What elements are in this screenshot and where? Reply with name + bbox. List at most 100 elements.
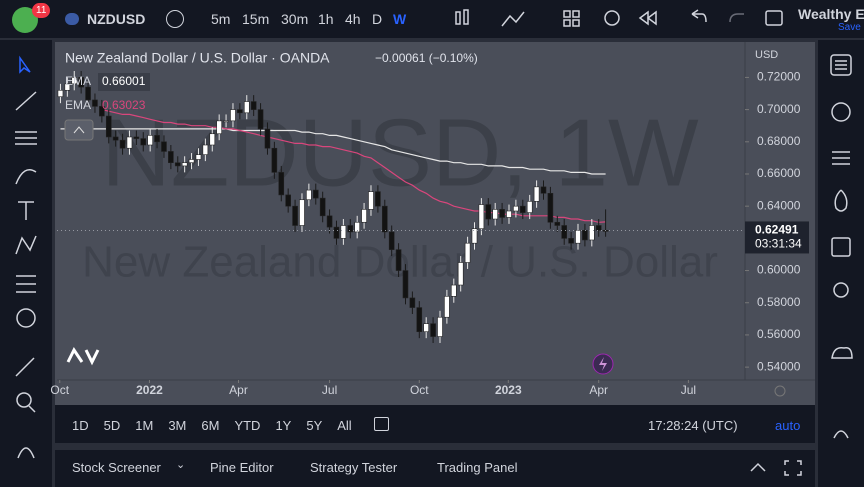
interval[interactable]: D (372, 11, 383, 27)
save[interactable]: Save (838, 22, 861, 33)
lightning-icon (599, 357, 607, 371)
flag (65, 13, 79, 25)
candle-body (589, 225, 595, 241)
candle-body (437, 316, 443, 337)
candle-body (264, 128, 271, 149)
candle-body (306, 189, 312, 201)
interval[interactable]: 4h (345, 11, 361, 27)
indicator-value: 0.63023 (102, 98, 146, 112)
candle-body (471, 228, 478, 244)
candle-body (216, 120, 222, 135)
candle-body (430, 323, 436, 337)
candle-body (140, 138, 147, 146)
candle-body (209, 133, 216, 146)
candle-body (568, 238, 574, 244)
candle-body (85, 86, 91, 101)
candle-body (195, 154, 202, 160)
candle-body (154, 135, 160, 143)
calendar[interactable] (374, 417, 389, 431)
chart-panel (55, 42, 815, 405)
interval[interactable]: 1h (318, 11, 334, 27)
candle-body (457, 262, 464, 286)
candle-body (188, 159, 195, 164)
candle-body (133, 136, 140, 139)
candle-body (595, 225, 602, 231)
candle-body (409, 297, 416, 308)
toolbar-icons (455, 9, 783, 27)
x-tick-label: Jul (322, 383, 337, 397)
range-button[interactable]: All (337, 418, 352, 433)
scale[interactable]: auto (775, 418, 801, 433)
left-toolbar (0, 40, 52, 487)
candle-body (402, 270, 409, 299)
candle-body (513, 205, 519, 212)
currency: USD (755, 49, 778, 61)
candle-body (395, 249, 402, 271)
y-tick-label: 0.60000 (757, 263, 801, 277)
candle-body (250, 101, 257, 110)
x-tick-label: Jul (681, 383, 696, 397)
badge: 11 (32, 3, 51, 18)
range-button[interactable]: 1M (135, 418, 154, 433)
range-bar (55, 405, 815, 443)
candle-body (168, 151, 174, 164)
y-tick-label: 0.54000 (757, 359, 801, 373)
candle-body (540, 186, 547, 194)
range-button[interactable]: 1Y (275, 418, 292, 433)
candle-body (161, 141, 167, 152)
range-button[interactable]: 5Y (306, 418, 323, 433)
candle-body (388, 231, 395, 250)
collapse-legend[interactable] (64, 119, 94, 141)
range-button[interactable]: YTD (234, 418, 261, 433)
range-button[interactable]: 6M (201, 418, 220, 433)
range-button[interactable]: 3M (168, 418, 187, 433)
candle-body (71, 77, 78, 85)
candle-body (326, 215, 333, 228)
collapse-arrow (73, 126, 85, 134)
candle-body (174, 162, 181, 167)
candle-body (78, 77, 84, 88)
candle-body (416, 307, 423, 333)
candle-body (223, 120, 229, 123)
range-button[interactable]: 5D (103, 418, 121, 433)
candle-body (64, 83, 71, 91)
tab[interactable]: Pine Editor (210, 460, 274, 475)
candle-body (519, 205, 526, 213)
candle-body (444, 296, 450, 318)
candle-body (230, 109, 236, 122)
y-tick-label: 0.68000 (757, 134, 801, 148)
candle-body (112, 136, 119, 141)
candle-body (526, 201, 533, 213)
range-button[interactable]: 1D (72, 418, 89, 433)
watermark: NZDUSD, 1W (101, 99, 699, 206)
interval[interactable]: W (393, 11, 407, 27)
tv-logo (66, 347, 100, 366)
settings[interactable] (774, 385, 786, 397)
tab-arrow[interactable]: ⌄ (176, 459, 186, 471)
interval[interactable]: 15m (242, 11, 270, 27)
candle-body (271, 147, 278, 173)
y-tick-label: 0.56000 (757, 327, 801, 341)
interval[interactable]: 5m (211, 11, 231, 27)
tab[interactable]: Stock Screener (72, 460, 161, 475)
candle-body (99, 106, 105, 117)
candle-body (119, 139, 126, 149)
candle-body (499, 209, 505, 218)
x-tick-label: Apr (229, 383, 248, 397)
indicator-name: EMA (65, 74, 91, 88)
plot (57, 70, 609, 343)
candle-body (464, 242, 471, 263)
candle-body (57, 89, 64, 98)
last-price-tag (745, 221, 809, 254)
symbol[interactable]: NZDUSD (87, 11, 146, 27)
candle-body (582, 230, 588, 241)
candle-body (361, 209, 367, 223)
add-symbol[interactable] (166, 10, 184, 28)
account[interactable]: Wealthy Ed (798, 6, 864, 22)
interval[interactable]: 30m (281, 11, 309, 27)
tab[interactable]: Trading Panel (437, 460, 518, 475)
y-tick-label: 0.72000 (757, 70, 801, 84)
tab[interactable]: Strategy Tester (310, 460, 398, 475)
